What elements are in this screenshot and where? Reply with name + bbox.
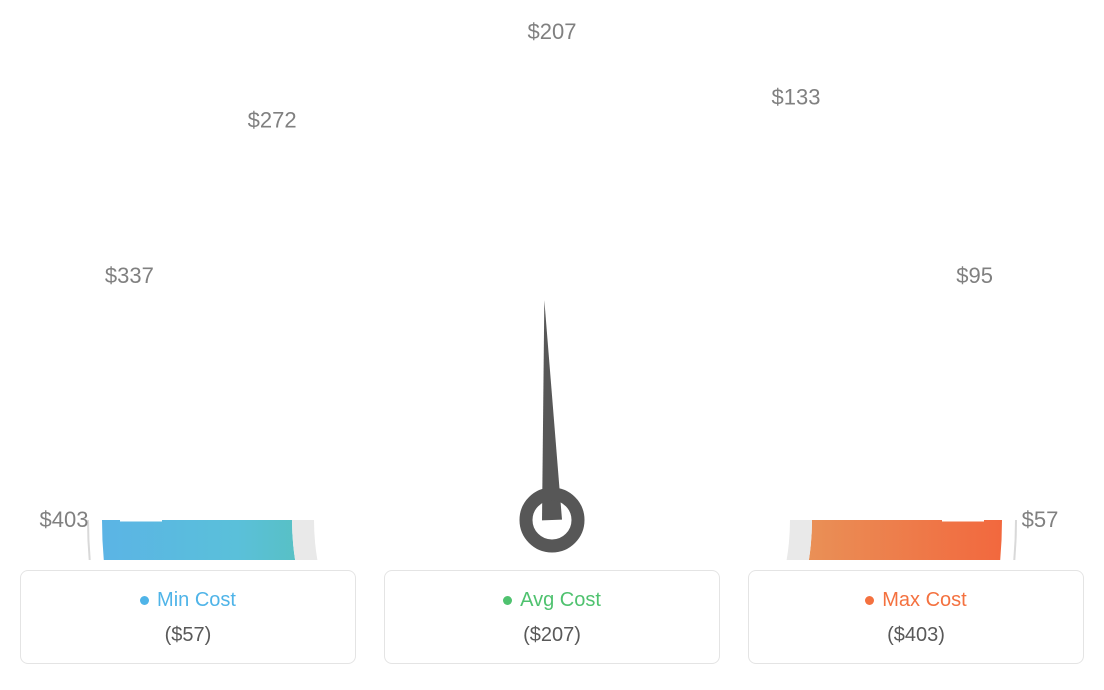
legend-value-min: ($57)	[31, 624, 345, 647]
legend-card-avg: Avg Cost ($207)	[384, 570, 720, 664]
legend-dot-max	[865, 596, 874, 605]
gauge-tick-label: $403	[40, 507, 89, 532]
gauge-needle	[542, 300, 562, 520]
legend-label-max: Max Cost	[865, 589, 966, 612]
legend-dot-avg	[503, 596, 512, 605]
cost-gauge-chart: $57 $95 $133 $207 $272 $337 $403	[20, 20, 1084, 560]
legend-label-min: Min Cost	[140, 589, 236, 612]
legend-label-avg: Avg Cost	[503, 589, 601, 612]
legend-value-max: ($403)	[759, 624, 1073, 647]
legend-row: Min Cost ($57) Avg Cost ($207) Max Cost …	[20, 570, 1084, 664]
gauge-svg: $57 $95 $133 $207 $272 $337 $403	[20, 20, 1084, 560]
legend-dot-min	[140, 596, 149, 605]
gauge-tick-label: $57	[1022, 507, 1059, 532]
legend-card-min: Min Cost ($57)	[20, 570, 356, 664]
gauge-tick-label: $207	[528, 20, 577, 44]
legend-value-avg: ($207)	[395, 624, 709, 647]
gauge-tick-label: $337	[105, 263, 154, 288]
gauge-tick-label: $95	[956, 263, 993, 288]
legend-text-max: Max Cost	[882, 589, 966, 612]
gauge-tick-label: $272	[248, 107, 297, 132]
legend-text-min: Min Cost	[157, 589, 236, 612]
legend-card-max: Max Cost ($403)	[748, 570, 1084, 664]
legend-text-avg: Avg Cost	[520, 589, 601, 612]
gauge-tick-label: $133	[772, 84, 821, 109]
